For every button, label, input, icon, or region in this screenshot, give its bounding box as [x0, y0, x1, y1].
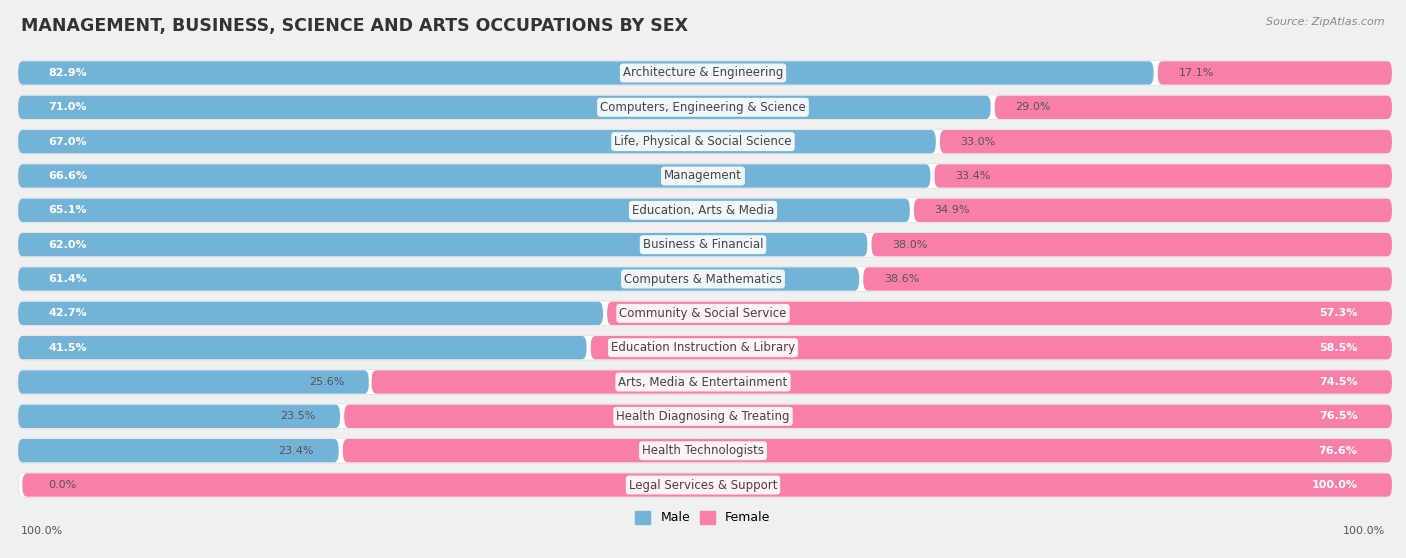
FancyBboxPatch shape: [18, 335, 1388, 360]
Text: Health Technologists: Health Technologists: [643, 444, 763, 457]
FancyBboxPatch shape: [18, 336, 586, 359]
Text: 25.6%: 25.6%: [309, 377, 344, 387]
Text: 58.5%: 58.5%: [1319, 343, 1358, 353]
Text: 74.5%: 74.5%: [1319, 377, 1358, 387]
FancyBboxPatch shape: [18, 439, 1388, 463]
Text: 33.4%: 33.4%: [955, 171, 991, 181]
FancyBboxPatch shape: [18, 405, 340, 428]
Text: Life, Physical & Social Science: Life, Physical & Social Science: [614, 135, 792, 148]
FancyBboxPatch shape: [591, 336, 1392, 359]
FancyBboxPatch shape: [18, 163, 1388, 189]
Text: Computers & Mathematics: Computers & Mathematics: [624, 272, 782, 286]
Text: 67.0%: 67.0%: [48, 137, 87, 147]
FancyBboxPatch shape: [18, 199, 910, 222]
Text: Arts, Media & Entertainment: Arts, Media & Entertainment: [619, 376, 787, 388]
FancyBboxPatch shape: [371, 371, 1392, 394]
FancyBboxPatch shape: [995, 95, 1392, 119]
FancyBboxPatch shape: [18, 61, 1153, 85]
Text: Management: Management: [664, 170, 742, 182]
Text: 62.0%: 62.0%: [48, 240, 87, 249]
FancyBboxPatch shape: [935, 164, 1392, 187]
Text: 33.0%: 33.0%: [960, 137, 995, 147]
FancyBboxPatch shape: [607, 302, 1392, 325]
FancyBboxPatch shape: [18, 61, 1388, 85]
FancyBboxPatch shape: [18, 369, 1388, 395]
FancyBboxPatch shape: [863, 267, 1392, 291]
FancyBboxPatch shape: [18, 267, 859, 291]
FancyBboxPatch shape: [343, 439, 1392, 463]
Text: 71.0%: 71.0%: [48, 102, 87, 112]
FancyBboxPatch shape: [18, 302, 603, 325]
FancyBboxPatch shape: [344, 405, 1392, 428]
FancyBboxPatch shape: [872, 233, 1392, 256]
Text: 76.6%: 76.6%: [1319, 446, 1358, 456]
FancyBboxPatch shape: [914, 199, 1392, 222]
Text: MANAGEMENT, BUSINESS, SCIENCE AND ARTS OCCUPATIONS BY SEX: MANAGEMENT, BUSINESS, SCIENCE AND ARTS O…: [21, 17, 688, 35]
Text: Education Instruction & Library: Education Instruction & Library: [612, 341, 794, 354]
FancyBboxPatch shape: [18, 129, 1388, 154]
Text: 38.6%: 38.6%: [884, 274, 920, 284]
FancyBboxPatch shape: [18, 130, 936, 153]
Text: 17.1%: 17.1%: [1178, 68, 1213, 78]
FancyBboxPatch shape: [18, 95, 1388, 119]
Text: Education, Arts & Media: Education, Arts & Media: [631, 204, 775, 217]
Text: 38.0%: 38.0%: [893, 240, 928, 249]
FancyBboxPatch shape: [1157, 61, 1392, 85]
FancyBboxPatch shape: [18, 232, 1388, 257]
Text: Community & Social Service: Community & Social Service: [619, 307, 787, 320]
Text: Business & Financial: Business & Financial: [643, 238, 763, 251]
Text: 57.3%: 57.3%: [1319, 309, 1358, 318]
FancyBboxPatch shape: [18, 371, 368, 394]
FancyBboxPatch shape: [18, 95, 991, 119]
Text: 0.0%: 0.0%: [48, 480, 77, 490]
Text: Source: ZipAtlas.com: Source: ZipAtlas.com: [1267, 17, 1385, 27]
Text: Health Diagnosing & Treating: Health Diagnosing & Treating: [616, 410, 790, 423]
Text: 23.4%: 23.4%: [278, 446, 314, 456]
Text: 61.4%: 61.4%: [48, 274, 87, 284]
FancyBboxPatch shape: [18, 473, 1388, 497]
Text: 41.5%: 41.5%: [48, 343, 87, 353]
Legend: Male, Female: Male, Female: [630, 506, 776, 530]
Text: 34.9%: 34.9%: [935, 205, 970, 215]
Text: 100.0%: 100.0%: [1343, 526, 1385, 536]
Text: Legal Services & Support: Legal Services & Support: [628, 479, 778, 492]
FancyBboxPatch shape: [18, 301, 1388, 326]
Text: 65.1%: 65.1%: [48, 205, 87, 215]
Text: 82.9%: 82.9%: [48, 68, 87, 78]
Text: Computers, Engineering & Science: Computers, Engineering & Science: [600, 101, 806, 114]
Text: 23.5%: 23.5%: [280, 411, 315, 421]
FancyBboxPatch shape: [18, 404, 1388, 429]
Text: Architecture & Engineering: Architecture & Engineering: [623, 66, 783, 79]
Text: 42.7%: 42.7%: [48, 309, 87, 318]
Text: 76.5%: 76.5%: [1319, 411, 1358, 421]
Text: 100.0%: 100.0%: [21, 526, 63, 536]
Text: 100.0%: 100.0%: [1312, 480, 1358, 490]
FancyBboxPatch shape: [18, 267, 1388, 291]
FancyBboxPatch shape: [941, 130, 1392, 153]
FancyBboxPatch shape: [18, 439, 339, 463]
FancyBboxPatch shape: [18, 233, 868, 256]
Text: 66.6%: 66.6%: [48, 171, 87, 181]
FancyBboxPatch shape: [18, 164, 931, 187]
FancyBboxPatch shape: [18, 198, 1388, 223]
Text: 29.0%: 29.0%: [1015, 102, 1050, 112]
FancyBboxPatch shape: [22, 473, 1392, 497]
